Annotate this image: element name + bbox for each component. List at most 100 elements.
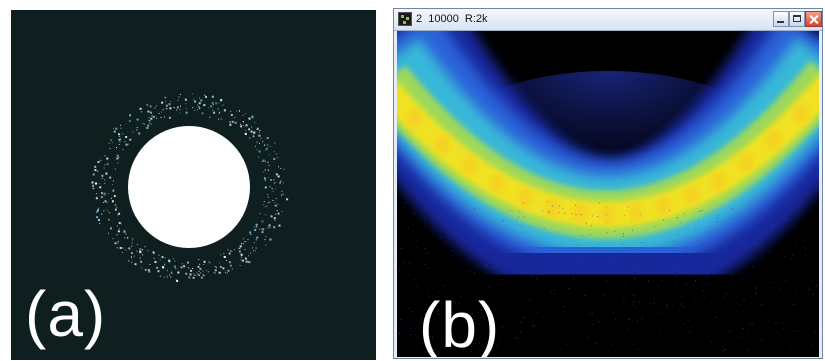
particle <box>142 123 144 125</box>
particle <box>152 115 155 118</box>
noise-dot <box>427 267 429 269</box>
particle <box>205 95 207 98</box>
particle <box>256 226 258 228</box>
noise-dot <box>772 309 774 311</box>
noise-dot <box>505 263 507 265</box>
noise-dot <box>470 317 472 319</box>
particle <box>266 137 269 140</box>
noise-dot <box>800 211 802 213</box>
noise-dot <box>536 311 538 313</box>
noise-dot <box>623 301 625 302</box>
particle <box>255 223 258 226</box>
particle <box>264 145 265 146</box>
noise-dot <box>812 292 814 294</box>
particle <box>199 263 201 265</box>
noise-dot <box>484 266 486 268</box>
particle <box>144 123 146 125</box>
noise-dot <box>436 215 438 217</box>
particle <box>179 109 181 111</box>
noise-dot <box>500 263 502 265</box>
noise-dot <box>701 210 703 212</box>
noise-dot <box>633 294 635 296</box>
particle <box>242 125 244 126</box>
noise-dot <box>655 303 657 305</box>
noise-dot <box>795 216 797 218</box>
particle <box>227 269 229 271</box>
noise-dot <box>502 327 504 329</box>
noise-dot <box>653 298 655 300</box>
particle <box>108 212 110 214</box>
particle <box>130 256 132 258</box>
particle <box>198 102 201 105</box>
noise-dot <box>646 248 648 250</box>
noise-dot <box>477 311 479 313</box>
noise-dot <box>501 232 503 234</box>
noise-dot <box>674 275 676 277</box>
noise-dot <box>723 349 725 351</box>
particle <box>122 247 124 249</box>
particle <box>131 245 133 247</box>
noise-dot <box>698 210 700 212</box>
noise-dot <box>735 310 737 312</box>
particle <box>150 123 152 125</box>
minimize-icon[interactable] <box>773 11 789 27</box>
particle <box>264 160 266 162</box>
particle <box>162 109 164 111</box>
particle <box>117 241 119 243</box>
particle <box>174 260 176 262</box>
app-icon[interactable] <box>398 12 412 26</box>
noise-dot <box>594 342 596 344</box>
noise-dot <box>793 304 795 306</box>
noise-dot <box>705 283 707 285</box>
window-titlebar[interactable]: 2 10000 R:2k <box>394 9 822 31</box>
particle <box>280 168 282 169</box>
particle <box>149 263 151 265</box>
noise-dot <box>755 208 757 210</box>
noise-dot <box>598 256 600 258</box>
particle <box>139 251 141 253</box>
noise-dot <box>581 256 583 258</box>
particle <box>160 117 162 119</box>
particle <box>190 269 193 272</box>
maximize-icon[interactable] <box>789 11 805 27</box>
noise-dot <box>424 264 426 265</box>
particle <box>239 245 242 248</box>
noise-dot <box>546 315 548 317</box>
noise-dot <box>623 257 625 259</box>
noise-dot <box>443 285 444 287</box>
noise-dot <box>632 304 634 306</box>
particle <box>96 216 99 219</box>
particle <box>178 96 180 98</box>
noise-dot <box>558 205 560 207</box>
particle <box>273 151 275 153</box>
particle <box>198 106 201 109</box>
particle <box>241 259 244 262</box>
particle <box>286 198 289 201</box>
noise-dot <box>570 218 572 220</box>
particle <box>255 247 257 249</box>
particle <box>215 102 218 105</box>
particle <box>277 175 280 178</box>
close-icon[interactable] <box>805 11 822 27</box>
particle <box>251 116 254 119</box>
particle <box>211 102 214 104</box>
noise-dot <box>520 321 522 323</box>
noise-dot <box>707 276 709 278</box>
particle <box>170 271 172 273</box>
noise-dot <box>783 328 785 330</box>
particle <box>239 265 241 266</box>
particle <box>103 193 106 196</box>
noise-dot <box>782 322 784 324</box>
noise-dot <box>591 313 593 315</box>
noise-dot <box>761 339 763 341</box>
noise-dot <box>706 338 708 340</box>
noise-dot <box>697 240 699 241</box>
noise-dot <box>742 328 744 329</box>
noise-dot <box>633 264 635 266</box>
noise-dot <box>589 313 590 315</box>
particle <box>201 112 204 115</box>
noise-dot <box>652 280 654 281</box>
particle <box>116 154 119 157</box>
particle <box>141 267 143 269</box>
noise-dot <box>516 218 518 220</box>
